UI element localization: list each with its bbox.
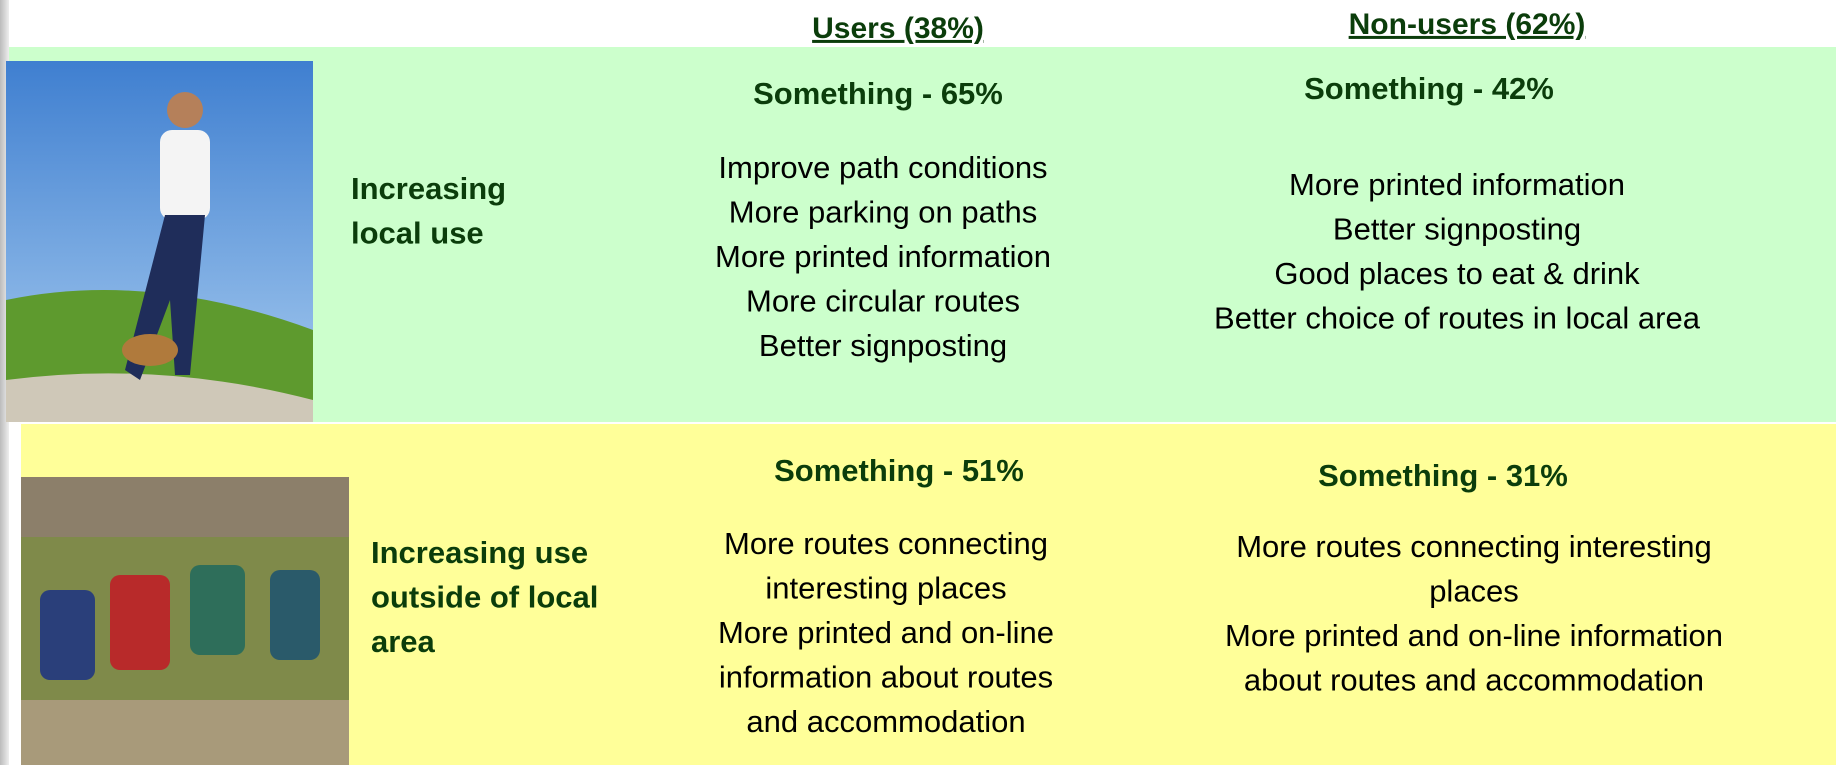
cell-item: More routes connecting interesting <box>1236 529 1712 564</box>
cell-item: and accommodation <box>746 704 1025 739</box>
cell-heading: Something - 51% <box>774 453 1024 488</box>
cell-item: information about routes <box>719 660 1053 695</box>
cell-item: More parking on paths <box>729 195 1037 230</box>
cell-item: Improve path conditions <box>718 150 1047 185</box>
photo <box>21 477 349 765</box>
cell-item: places <box>1429 574 1519 609</box>
column-header: Users (38%) <box>812 12 984 45</box>
row-label: Increasing <box>351 171 506 206</box>
cell-item: about routes and accommodation <box>1244 663 1704 698</box>
cell-item: Better choice of routes in local area <box>1214 301 1701 336</box>
cell-item: More printed information <box>715 239 1051 274</box>
row-label: outside of local <box>371 580 598 615</box>
cell-item: More printed and on-line <box>718 615 1054 650</box>
cell-heading: Something - 65% <box>753 76 1003 111</box>
cell-item: Better signposting <box>759 328 1007 363</box>
row-label: local use <box>351 216 484 251</box>
row-band <box>9 47 1836 422</box>
row-label: Increasing use <box>371 535 588 570</box>
photo <box>6 61 313 422</box>
cell-heading: Something - 31% <box>1318 458 1568 493</box>
cell-item: interesting places <box>765 571 1006 606</box>
cell-item: More printed information <box>1289 167 1625 202</box>
cell-item: Better signposting <box>1333 212 1581 247</box>
cell-item: More printed and on-line information <box>1225 618 1723 653</box>
row-label: area <box>371 624 436 659</box>
cell-item: More circular routes <box>746 284 1020 319</box>
cell-item: Good places to eat & drink <box>1274 256 1640 291</box>
edge-bar <box>0 0 9 765</box>
column-header: Non-users (62%) <box>1349 8 1586 41</box>
cell-heading: Something - 42% <box>1304 71 1554 106</box>
cell-item: More routes connecting <box>724 526 1048 561</box>
